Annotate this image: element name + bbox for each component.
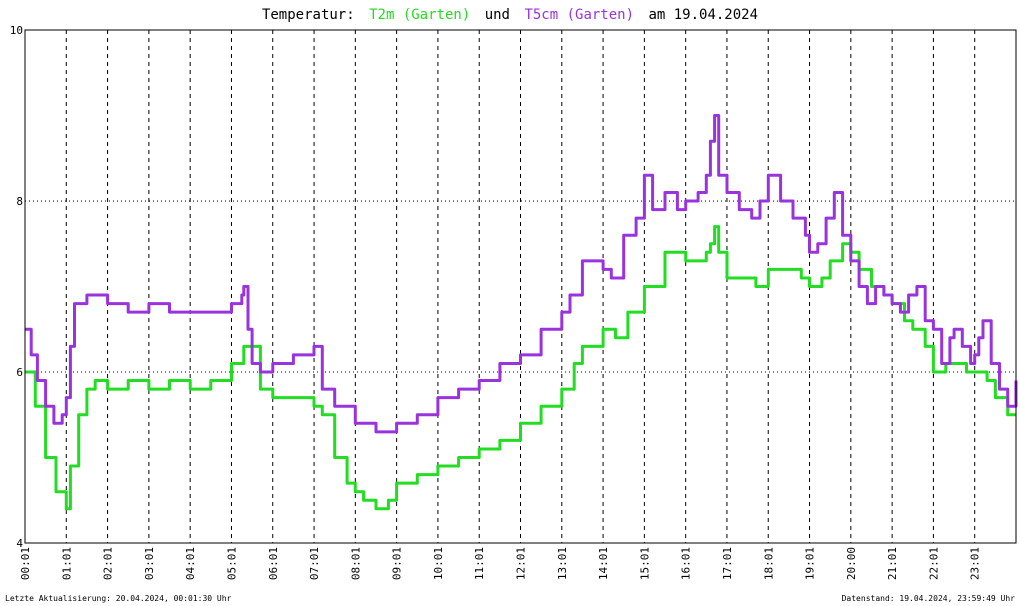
x-tick-label: 00:01: [19, 547, 32, 580]
x-tick-label: 18:01: [762, 547, 775, 580]
footer-data-status: Datenstand: 19.04.2024, 23:59:49 Uhr: [842, 594, 1016, 603]
x-tick-label: 08:01: [349, 547, 362, 580]
title-series1: T2m (Garten): [369, 7, 470, 23]
y-tick-label: 4: [16, 537, 23, 550]
x-tick-label: 14:01: [597, 547, 610, 580]
title-prefix: Temperatur:: [262, 7, 355, 23]
title-series2: T5cm (Garten): [524, 7, 634, 23]
x-tick-label: 06:01: [267, 547, 280, 580]
y-tick-label: 10: [10, 24, 23, 37]
x-tick-label: 09:01: [391, 547, 404, 580]
x-tick-label: 04:01: [184, 547, 197, 580]
x-tick-label: 19:01: [804, 547, 817, 580]
series-lines: [25, 114, 1018, 511]
x-tick-label: 11:01: [473, 547, 486, 580]
grid: [25, 30, 1016, 543]
title-middle: und: [485, 7, 510, 23]
chart-title: Temperatur: T2m (Garten) und T5cm (Garte…: [262, 7, 758, 23]
x-tick-label: 05:01: [225, 547, 238, 580]
y-tick-labels: 4 6 8 10: [10, 24, 24, 550]
x-tick-label: 13:01: [556, 547, 569, 580]
footer-last-update: Letzte Aktualisierung: 20.04.2024, 00:01…: [5, 594, 232, 603]
x-tick-label: 15:01: [638, 547, 651, 580]
x-tick-label: 12:01: [515, 547, 528, 580]
x-tick-label: 02:01: [102, 547, 115, 580]
x-tick-labels: 00:01 01:01 02:01 03:01 04:01 05:01 06:01 07:01…: [19, 547, 982, 580]
x-tick-label: 21:01: [886, 547, 899, 580]
x-tick-label: 03:01: [143, 547, 156, 580]
title-suffix: am 19.04.2024: [648, 7, 758, 23]
y-tick-label: 6: [16, 366, 23, 379]
y-tick-label: 8: [16, 195, 23, 208]
x-tick-label: 16:01: [680, 547, 693, 580]
x-tick-label: 17:01: [721, 547, 734, 580]
x-tick-label: 22:01: [927, 547, 940, 580]
x-tick-label: 07:01: [308, 547, 321, 580]
x-tick-label: 20:00: [845, 547, 858, 580]
series-line-t5cm: [25, 114, 1018, 434]
x-tick-label: 23:01: [969, 547, 982, 580]
plot-frame: [24, 29, 1017, 544]
x-tick-label: 10:01: [432, 547, 445, 580]
x-tick-label: 01:01: [60, 547, 73, 580]
